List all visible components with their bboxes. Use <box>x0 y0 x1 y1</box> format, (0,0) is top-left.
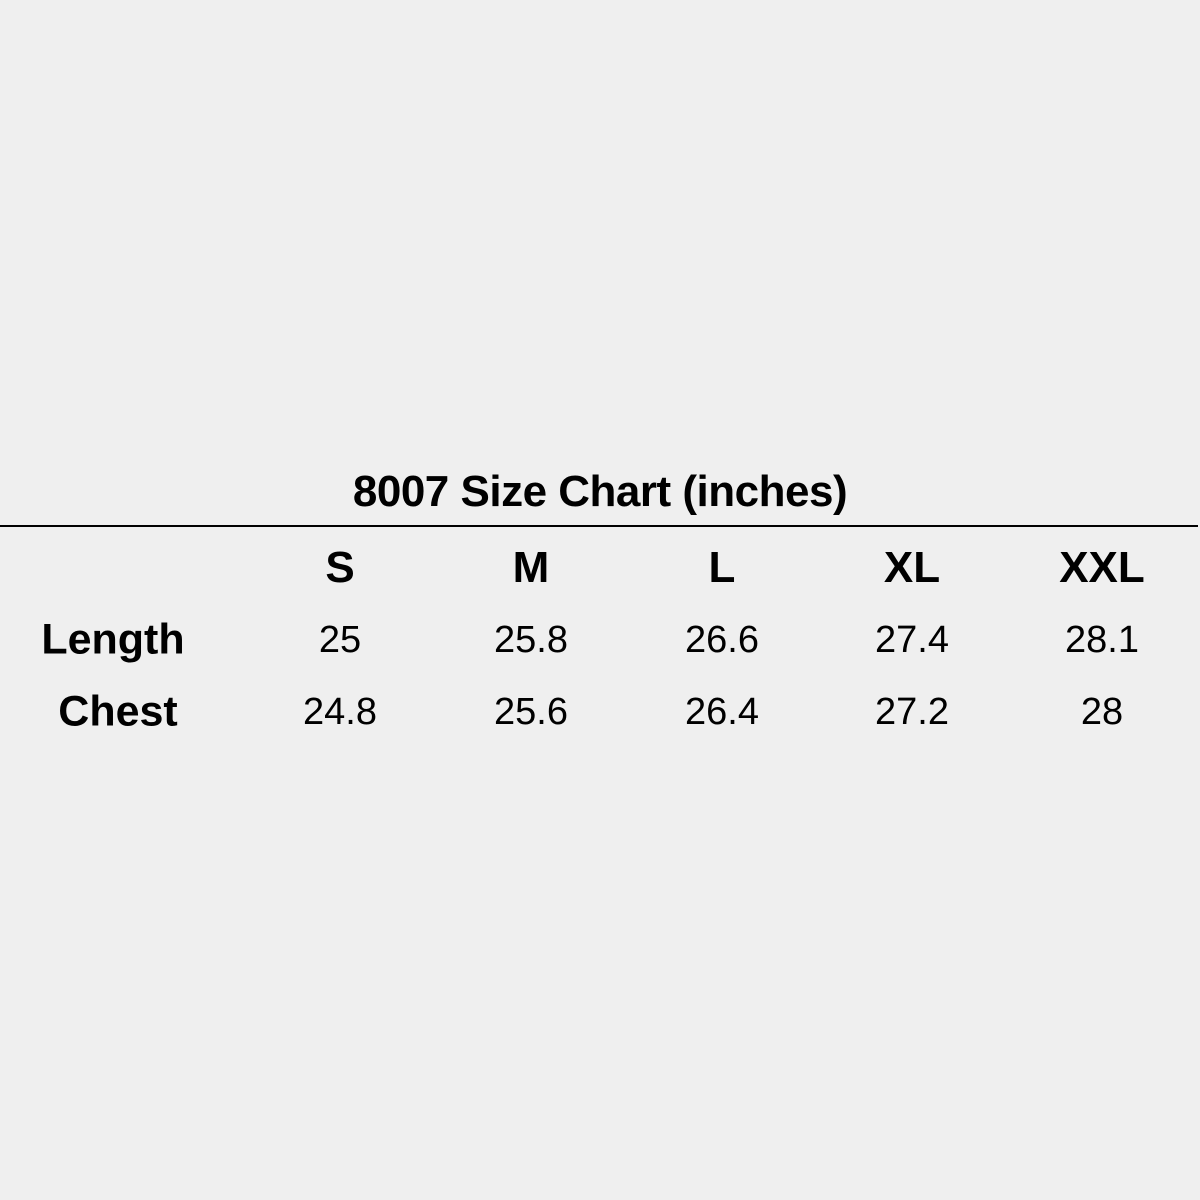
cell-chest-s: 24.8 <box>303 691 377 733</box>
cell-length-xl: 27.4 <box>875 619 949 661</box>
size-header-l: L <box>708 543 736 592</box>
size-header-m: M <box>512 543 550 592</box>
cell-chest-xxl: 28 <box>1080 691 1124 733</box>
row-label-length: Length <box>41 615 185 664</box>
row-label-chest: Chest <box>58 687 178 736</box>
chart-title: 8007 Size Chart (inches) <box>352 467 848 516</box>
cell-length-xxl: 28.1 <box>1065 619 1139 661</box>
cell-chest-l: 26.4 <box>685 691 759 733</box>
cell-length-m: 25.8 <box>494 619 568 661</box>
size-header-xxl: XXL <box>1059 543 1145 592</box>
cell-length-s: 25 <box>318 619 362 661</box>
size-header-xl: XL <box>883 543 941 592</box>
cell-chest-xl: 27.2 <box>875 691 949 733</box>
cell-chest-m: 25.6 <box>494 691 568 733</box>
size-header-s: S <box>325 543 355 592</box>
header-divider <box>0 525 1198 527</box>
cell-length-l: 26.6 <box>685 619 759 661</box>
